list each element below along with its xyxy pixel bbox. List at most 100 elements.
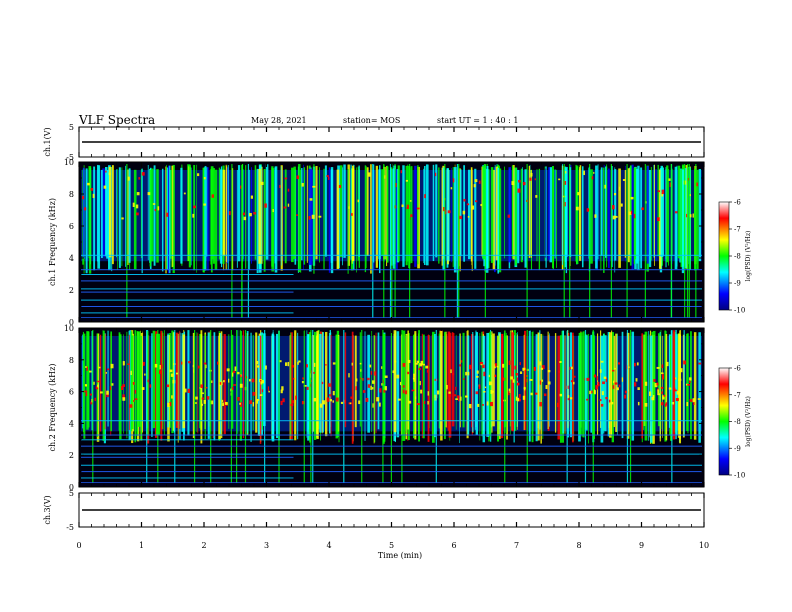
psd-peak — [201, 397, 204, 400]
sferic-streak — [128, 334, 130, 431]
sferic-streak — [323, 168, 325, 270]
psd-peak — [228, 211, 231, 216]
psd-peak — [206, 396, 210, 400]
psd-peak — [427, 400, 431, 403]
psd-peak — [418, 367, 421, 371]
sferic-line — [589, 164, 591, 320]
psd-peak — [312, 371, 315, 374]
psd-peak — [147, 192, 151, 196]
sferic-streak — [297, 332, 299, 440]
psd-peak — [687, 177, 690, 181]
sferic-streak — [351, 331, 354, 444]
colorbar-tick-label: -9 — [734, 445, 741, 453]
sferic-streak — [565, 166, 568, 257]
sferic-streak — [482, 335, 486, 443]
sferic-streak — [210, 166, 214, 260]
sferic-streak — [600, 167, 603, 256]
psd-peak — [181, 361, 183, 365]
psd-peak — [480, 203, 483, 207]
sferic-streak — [631, 331, 635, 441]
sferic-streak — [319, 167, 320, 263]
psd-peak — [687, 383, 691, 386]
psd-peak — [620, 203, 623, 207]
sferic-streak — [298, 164, 301, 273]
sferic-line — [244, 330, 247, 485]
psd-peak — [201, 403, 204, 406]
colorbar-label: log(PSD) (V²/Hz) — [745, 396, 752, 447]
psd-peak — [474, 179, 478, 183]
sferic-streak — [548, 167, 550, 260]
sferic-streak — [657, 164, 659, 257]
psd-peak — [362, 390, 366, 393]
sferic-streak — [690, 331, 692, 440]
psd-peak — [661, 364, 664, 369]
psd-peak — [325, 364, 327, 366]
sferic-line — [626, 330, 629, 485]
sferic-streak — [117, 169, 118, 270]
sferic-line — [193, 330, 196, 485]
psd-peak — [407, 359, 411, 363]
psd-peak — [166, 212, 169, 217]
psd-peak — [284, 362, 288, 366]
psd-peak — [689, 377, 692, 381]
sferic-streak — [446, 334, 448, 429]
psd-peak — [466, 203, 470, 206]
psd-peak — [518, 398, 521, 402]
psd-peak — [459, 364, 462, 367]
y-tick-label: -5 — [66, 153, 74, 162]
sferic-streak — [207, 332, 210, 439]
colorbar-tick-label: -8 — [734, 253, 741, 261]
psd-peak — [313, 362, 316, 367]
sferic-streak — [511, 165, 514, 259]
sferic-streak — [517, 334, 518, 430]
psd-peak — [211, 194, 214, 198]
psd-peak — [448, 393, 452, 397]
date-label: May 28, 2021 — [251, 116, 307, 125]
psd-peak — [697, 398, 701, 400]
psd-peak — [423, 400, 426, 405]
sferic-streak — [83, 333, 86, 439]
psd-peak — [462, 210, 466, 215]
psd-peak — [483, 390, 486, 393]
sferic-streak — [151, 333, 153, 437]
psd-peak — [122, 394, 125, 399]
sferic-streak — [467, 335, 470, 435]
sferic-streak — [309, 332, 312, 443]
sferic-streak — [624, 169, 627, 258]
psd-peak — [233, 384, 237, 386]
psd-peak — [529, 177, 532, 181]
sferic-streak — [552, 166, 554, 268]
colorbar-tick-label: -6 — [734, 365, 741, 373]
psd-peak — [415, 362, 418, 365]
sferic-streak — [330, 334, 332, 437]
psd-peak — [515, 396, 518, 401]
sferic-streak — [344, 332, 347, 428]
psd-peak — [371, 387, 374, 390]
sferic-streak — [590, 334, 593, 433]
psd-peak — [82, 195, 85, 200]
sferic-streak — [257, 335, 261, 436]
psd-peak — [496, 365, 499, 368]
sferic-streak — [531, 332, 534, 443]
sferic-streak — [163, 330, 165, 435]
sferic-streak — [570, 332, 572, 438]
sferic-line — [361, 330, 363, 485]
sferic-streak — [169, 333, 171, 428]
psd-peak — [661, 391, 663, 395]
psd-peak — [679, 368, 683, 373]
psd-peak — [134, 398, 138, 401]
psd-peak — [171, 395, 173, 399]
sferic-streak — [581, 166, 584, 268]
psd-peak — [674, 389, 677, 392]
psd-peak — [154, 208, 156, 212]
sferic-streak — [451, 167, 453, 263]
psd-peak — [384, 375, 388, 378]
psd-peak — [570, 380, 574, 383]
psd-peak — [465, 371, 468, 376]
sferic-streak — [350, 164, 352, 260]
psd-peak — [517, 397, 520, 402]
psd-peak — [228, 378, 230, 383]
sferic-streak — [665, 333, 668, 441]
psd-peak — [301, 401, 305, 405]
